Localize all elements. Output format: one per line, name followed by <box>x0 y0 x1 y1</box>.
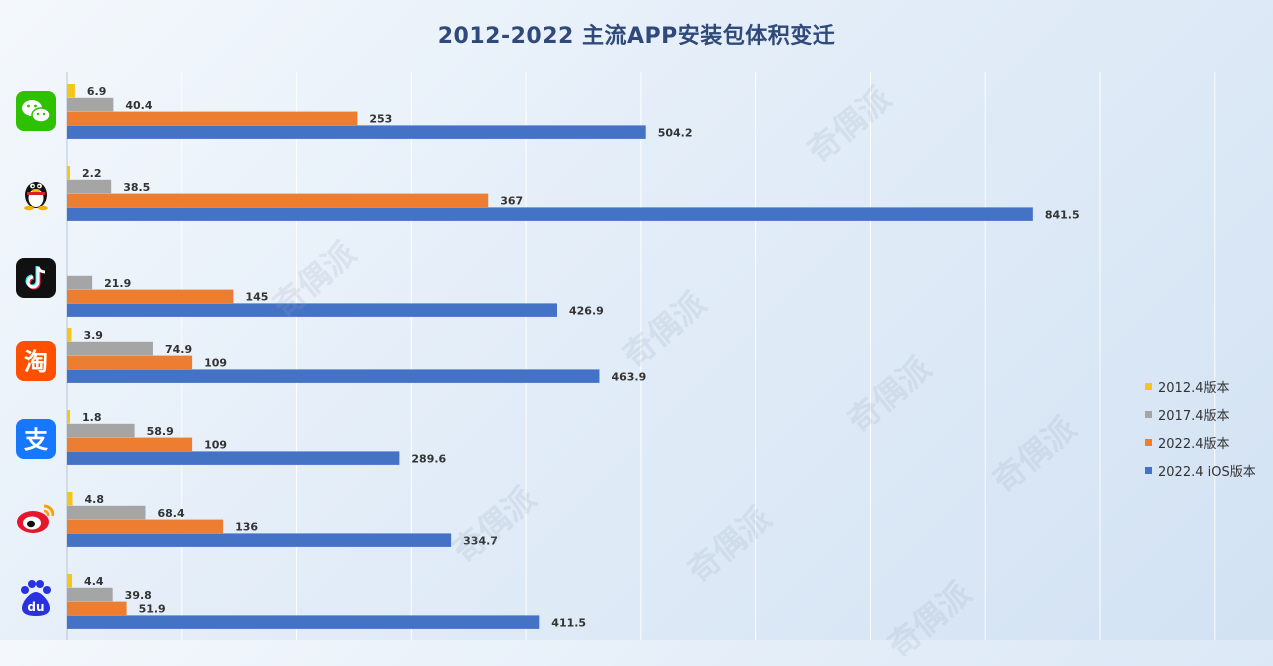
data-label: 38.5 <box>123 181 150 194</box>
legend-swatch <box>1145 466 1152 474</box>
bar <box>67 505 146 520</box>
data-label: 463.9 <box>611 370 646 383</box>
data-label: 411.5 <box>551 616 586 629</box>
bar <box>67 587 113 602</box>
data-label: 4.8 <box>85 493 105 506</box>
bar <box>67 303 557 317</box>
data-label: 426.9 <box>569 304 604 317</box>
legend-item: 2012.4版本 <box>1145 372 1256 400</box>
chart-title: 2012-2022 主流APP安装包体积变迁 <box>437 24 836 49</box>
bar <box>67 437 193 452</box>
bar <box>67 111 358 126</box>
chart-legend: 2012.4版本 2017.4版本 2022.4版本 2022.4 iOS版本 <box>1145 372 1256 484</box>
data-label: 74.9 <box>165 343 192 356</box>
data-label: 504.2 <box>658 126 693 139</box>
bar <box>67 289 234 304</box>
data-label: 68.4 <box>158 507 185 520</box>
data-label: 289.6 <box>411 452 446 465</box>
bar <box>67 166 70 180</box>
bar <box>67 275 93 290</box>
data-label: 40.4 <box>125 99 152 112</box>
bar <box>67 207 1033 221</box>
bar <box>67 492 73 506</box>
data-label: 253 <box>369 113 392 126</box>
bar <box>67 179 112 194</box>
data-label: 4.4 <box>84 575 104 588</box>
wechat-icon <box>16 91 56 131</box>
legend-label: 2022.4 iOS版本 <box>1158 464 1256 480</box>
data-label: 367 <box>500 195 523 208</box>
data-label: 334.7 <box>463 534 498 547</box>
tiktok-icon <box>16 258 56 298</box>
weibo-icon <box>14 498 54 538</box>
bar <box>67 193 489 208</box>
data-label: 109 <box>204 439 227 452</box>
svg-text:du: du <box>27 600 44 614</box>
data-label: 109 <box>204 357 227 370</box>
bar <box>67 519 224 534</box>
bar <box>67 125 646 139</box>
bar <box>67 341 153 356</box>
legend-item: 2022.4 iOS版本 <box>1145 456 1256 484</box>
data-label: 58.9 <box>147 425 174 438</box>
data-label: 21.9 <box>104 277 131 290</box>
bar <box>67 410 70 424</box>
data-label: 39.8 <box>125 589 152 602</box>
svg-text:淘: 淘 <box>24 348 48 376</box>
qq-penguin-icon <box>16 172 56 212</box>
bar <box>67 601 127 616</box>
data-label: 2.2 <box>82 167 102 180</box>
bar <box>67 328 72 342</box>
svg-text:支: 支 <box>24 426 49 454</box>
bar <box>67 84 75 98</box>
chart-plot-area: 6.9 40.4 253 504.2 2.2 38.5 367 841.5 21.9 145 426… <box>66 72 1080 640</box>
legend-swatch <box>1145 410 1152 418</box>
legend-swatch <box>1145 382 1152 390</box>
data-label: 841.5 <box>1045 208 1080 221</box>
legend-label: 2012.4版本 <box>1158 380 1230 396</box>
data-label: 51.9 <box>139 603 166 616</box>
legend-label: 2017.4版本 <box>1158 408 1230 424</box>
bar <box>67 423 135 438</box>
bar <box>67 451 400 465</box>
legend-label: 2022.4版本 <box>1158 436 1230 452</box>
data-label: 1.8 <box>82 411 102 424</box>
data-label: 136 <box>235 521 258 534</box>
data-label: 145 <box>245 291 268 304</box>
bar <box>67 355 193 370</box>
bar <box>67 615 540 629</box>
legend-item: 2017.4版本 <box>1145 400 1256 428</box>
bar <box>67 97 114 112</box>
data-label: 3.9 <box>83 329 103 342</box>
legend-swatch <box>1145 438 1152 446</box>
data-label: 6.9 <box>87 85 107 98</box>
legend-item: 2022.4版本 <box>1145 428 1256 456</box>
bar <box>67 574 73 588</box>
taobao-icon: 淘 <box>16 341 56 381</box>
alipay-icon: 支 <box>16 419 56 459</box>
bar <box>67 369 600 383</box>
bar <box>67 533 452 547</box>
baidu-icon: du <box>16 578 56 618</box>
